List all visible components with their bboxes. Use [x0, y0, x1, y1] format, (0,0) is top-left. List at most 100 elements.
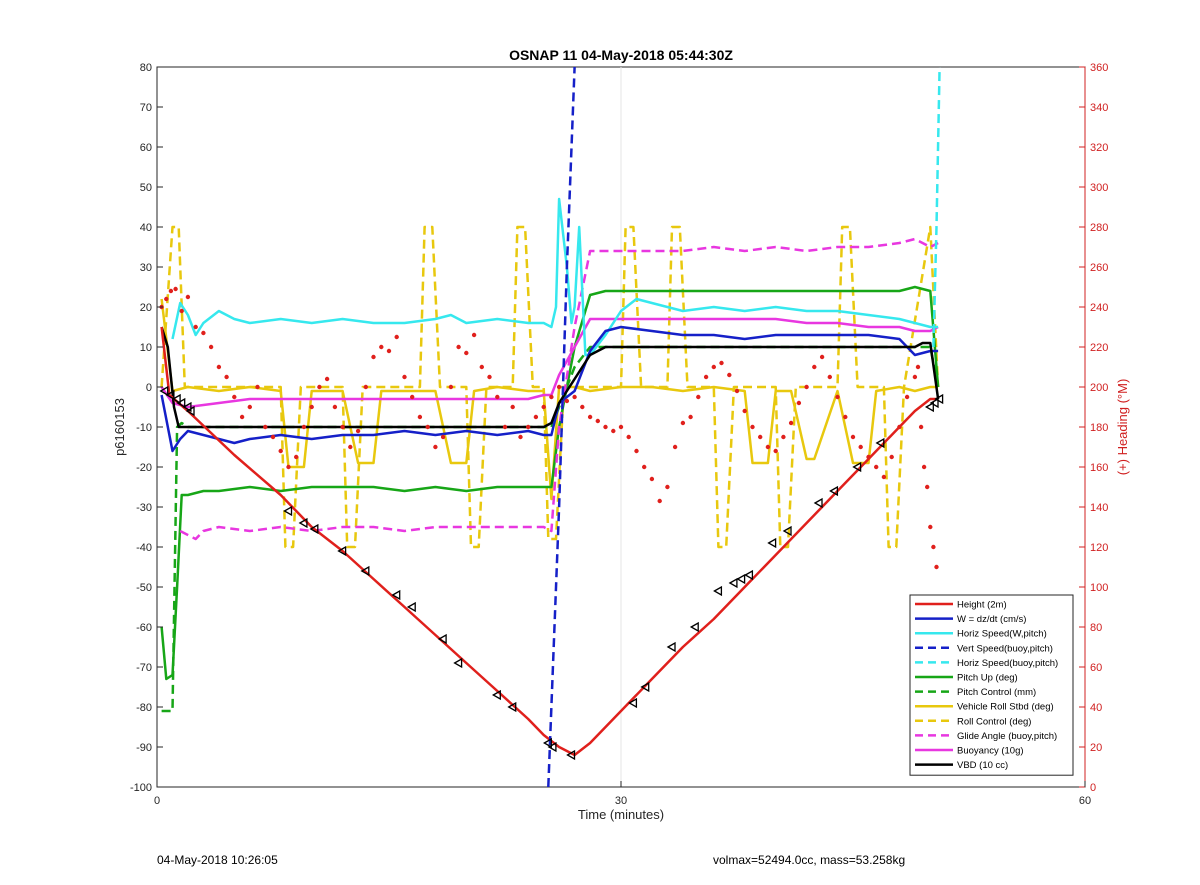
height-marker [547, 741, 557, 753]
height-marker [929, 397, 939, 409]
heading-point [301, 424, 307, 430]
heading-point [618, 424, 624, 430]
legend-label: Horiz Speed(W,pitch) [957, 629, 1047, 640]
legend-label: Pitch Control (mm) [957, 687, 1036, 698]
heading-point [866, 454, 871, 460]
y-tick-label: -40 [136, 542, 152, 554]
y-tick-label: 30 [140, 262, 152, 274]
height-marker [406, 601, 416, 613]
height-marker [185, 405, 195, 417]
heading-point [642, 464, 647, 470]
heading-point [688, 414, 693, 420]
height-marker [453, 657, 463, 669]
y2-tick-label: 240 [1090, 302, 1108, 314]
series-line-1 [160, 325, 939, 453]
heading-point [572, 394, 577, 400]
series-line-11 [160, 326, 940, 429]
y2-tick-label: 200 [1090, 382, 1108, 394]
height-marker [736, 573, 746, 585]
height-marker [182, 401, 192, 413]
heading-point [626, 434, 631, 440]
heading-point [417, 414, 423, 420]
heading-point [495, 394, 500, 400]
height-marker [309, 523, 319, 535]
y2-tick-label: 120 [1090, 542, 1108, 554]
marker-layer [159, 385, 944, 761]
y2-tick-label: 0 [1090, 782, 1096, 794]
heading-point [255, 384, 260, 390]
heading-point [564, 398, 570, 404]
y-tick-label: -50 [136, 582, 152, 594]
y-tick-label: -10 [136, 422, 152, 434]
heading-point [173, 286, 178, 292]
legend-label: Horiz Speed(buoy,pitch) [957, 658, 1058, 669]
heading-point [881, 474, 887, 480]
heading-point [665, 484, 670, 490]
heading-point [324, 376, 330, 382]
x-axis-label: Time (minutes) [578, 807, 664, 822]
height-marker [507, 701, 517, 713]
heading-point [672, 444, 678, 450]
heading-point [464, 350, 469, 356]
heading-point [904, 394, 910, 400]
heading-point [168, 288, 174, 294]
y-tick-label: -70 [136, 662, 152, 674]
heading-point [549, 394, 554, 400]
heading-point [874, 464, 879, 470]
axis-layer: -100-90-80-70-60-50-40-30-20-10010203040… [130, 62, 1108, 807]
height-marker [298, 517, 308, 529]
heading-point [603, 424, 608, 430]
y-tick-label: -100 [130, 782, 152, 794]
legend-label: W = dz/dt (cm/s) [957, 614, 1026, 625]
height-marker [640, 681, 650, 693]
heading-point [850, 434, 856, 440]
series-line-5 [160, 285, 940, 681]
heading-point [680, 420, 686, 426]
heading-point [410, 394, 415, 400]
y2-tick-label: 80 [1090, 622, 1102, 634]
y2-axis-label: (+) Heading (°M) [1115, 379, 1130, 476]
heading-point [317, 384, 322, 390]
heading-point [912, 374, 918, 380]
heading-point [897, 424, 902, 430]
heading-point [925, 484, 930, 490]
heading-point [502, 424, 508, 430]
heading-point [727, 372, 732, 378]
heading-point [402, 374, 407, 380]
heading-point [889, 454, 894, 460]
y-tick-label: 70 [140, 102, 152, 114]
legend: Height (2m) W = dz/dt (cm/s) Horiz Speed(W… [909, 594, 1074, 776]
heading-point [750, 424, 755, 430]
heading-point [208, 344, 214, 350]
heading-point [471, 332, 477, 338]
series-line-3 [547, 66, 576, 788]
heading-point [340, 424, 345, 430]
height-marker [391, 589, 401, 601]
chart-title: OSNAP 11 04-May-2018 05:44:30Z [509, 47, 733, 63]
heading-point [239, 414, 245, 420]
height-marker [165, 389, 175, 401]
heading-point [843, 414, 848, 420]
y2-tick-label: 340 [1090, 102, 1108, 114]
heading-point [587, 414, 593, 420]
heading-point [580, 404, 585, 410]
heading-point [711, 364, 716, 370]
height-marker [829, 485, 839, 497]
legend-label: Height (2m) [957, 600, 1007, 611]
heading-point [788, 420, 794, 426]
heading-point [812, 364, 817, 370]
y-tick-label: 80 [140, 62, 152, 74]
heading-point [556, 384, 562, 390]
y2-tick-label: 140 [1090, 502, 1108, 514]
height-marker [813, 497, 823, 509]
heading-point [796, 400, 802, 406]
heading-point [634, 448, 639, 454]
heading-point [216, 364, 222, 370]
heading-point [649, 476, 655, 482]
heading-point [611, 428, 616, 434]
x-tick-label: 60 [1079, 795, 1091, 807]
y2-tick-label: 60 [1090, 662, 1102, 674]
height-marker [852, 461, 862, 473]
height-marker [491, 689, 501, 701]
